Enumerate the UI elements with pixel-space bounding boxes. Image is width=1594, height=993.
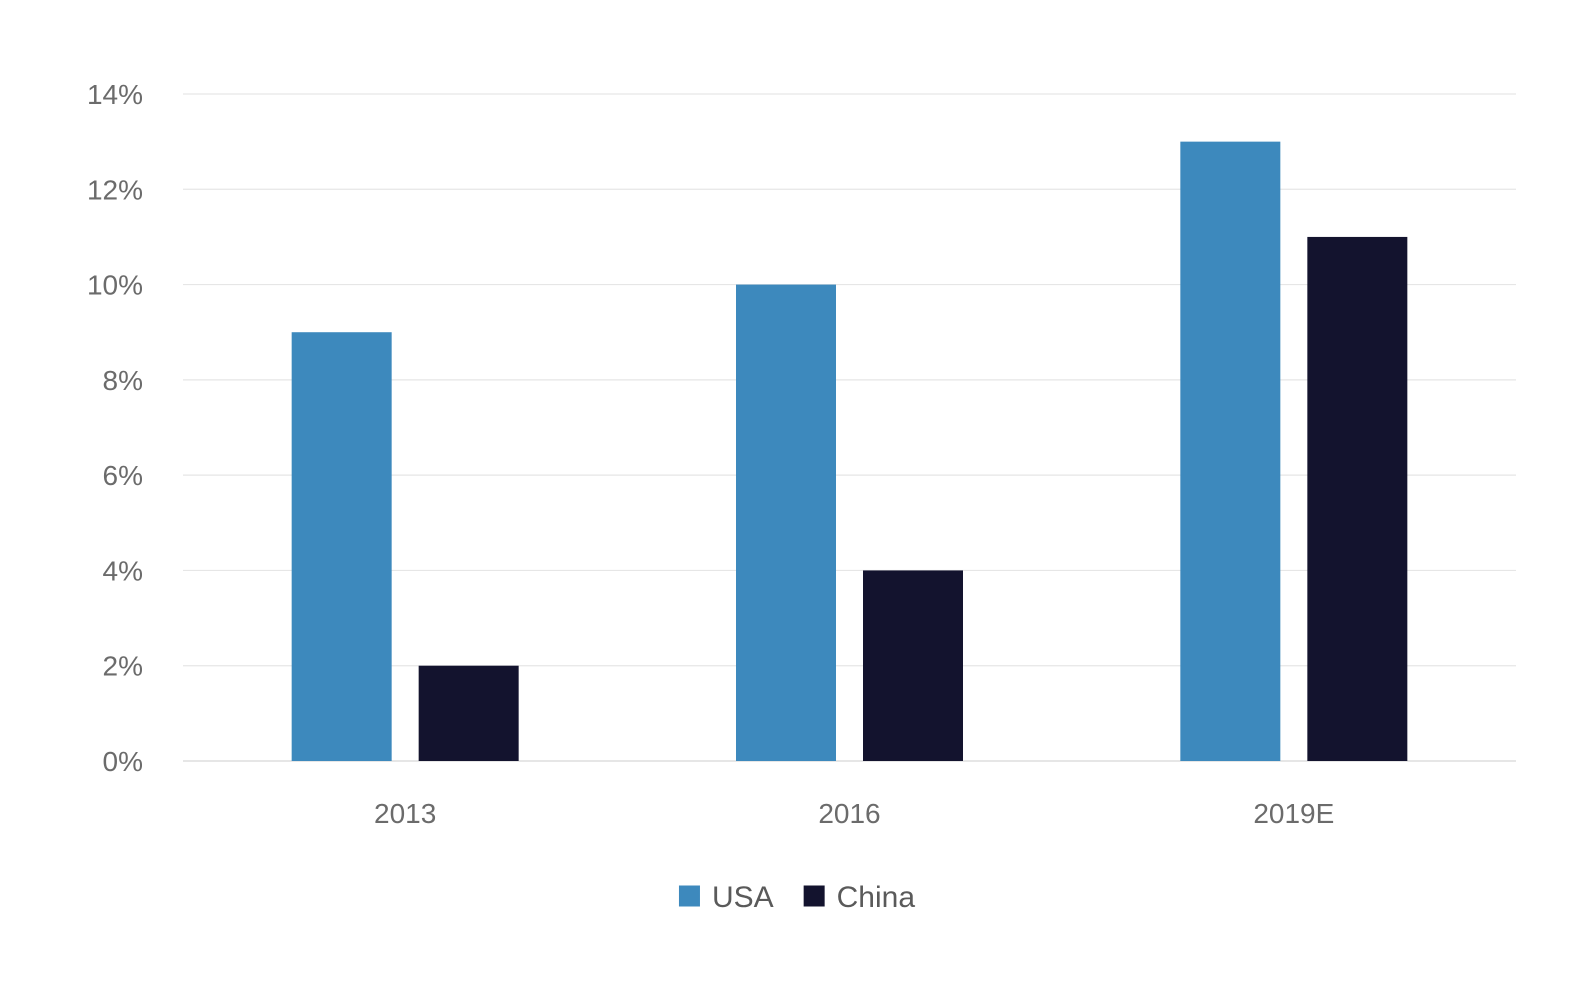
legend-label-usa: USA xyxy=(712,881,774,914)
bar-usa-2016 xyxy=(736,284,836,761)
y-tick-label: 0% xyxy=(103,746,143,777)
bar-china-2013 xyxy=(418,665,519,761)
x-axis: 2013 2016 2019E xyxy=(374,798,1334,829)
bars xyxy=(291,141,1408,762)
bar-china-2019e xyxy=(1307,236,1408,761)
y-tick-label: 10% xyxy=(87,270,143,301)
y-tick-label: 14% xyxy=(87,79,143,110)
y-tick-label: 6% xyxy=(103,460,143,491)
y-tick-label: 12% xyxy=(87,174,143,205)
legend-swatch-usa xyxy=(678,885,700,907)
y-tick-label: 2% xyxy=(103,651,143,682)
x-tick-label: 2019E xyxy=(1253,798,1334,829)
legend-label-china: China xyxy=(837,881,916,914)
legend: USA China xyxy=(678,881,916,914)
y-tick-label: 8% xyxy=(103,365,143,396)
y-tick-label: 4% xyxy=(103,555,143,586)
bar-usa-2013 xyxy=(291,332,392,761)
legend-swatch-china xyxy=(803,885,825,907)
bar-usa-2019e xyxy=(1180,141,1281,762)
grid-lines xyxy=(183,93,1516,762)
x-tick-label: 2013 xyxy=(374,798,436,829)
x-tick-label: 2016 xyxy=(818,798,880,829)
bar-china-2016 xyxy=(863,570,963,761)
y-axis: 0% 2% 4% 6% 8% 10% 12% 14% xyxy=(87,79,143,777)
